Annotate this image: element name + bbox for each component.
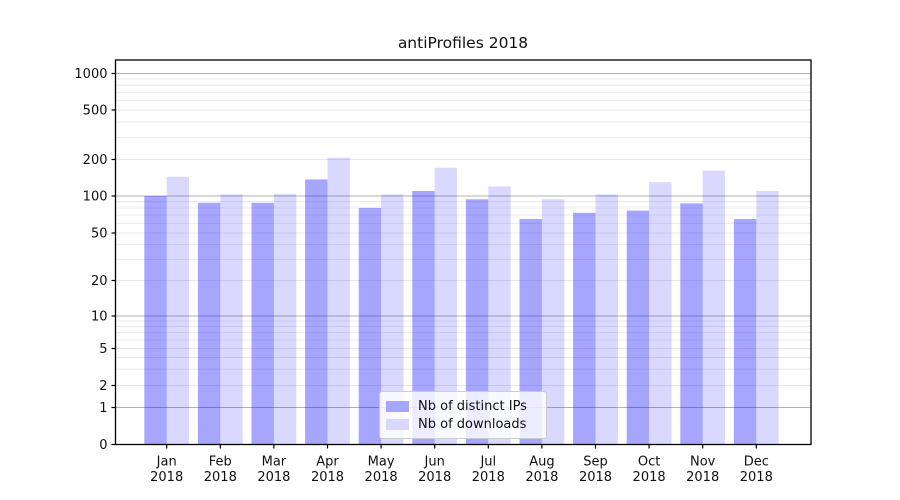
y-tick-label: 5 (99, 342, 107, 357)
y-tick-label: 100 (83, 190, 108, 205)
legend-item-distinct-ips: Nb of distinct IPs (386, 397, 539, 415)
x-tick-label-year: 2018 (740, 470, 773, 485)
y-tick-label: 20 (91, 274, 108, 289)
x-tick-label-month: Oct (638, 455, 660, 470)
bar-nb-of-distinct-ips-jul-2018 (465, 199, 489, 445)
plot-border (114, 59, 812, 446)
x-tick-label-year: 2018 (525, 470, 558, 485)
x-tick-label-month: Jan (156, 455, 177, 470)
x-tick-label-year: 2018 (633, 470, 666, 485)
bar-nb-of-downloads-dec-2018 (756, 191, 779, 445)
bar-nb-of-distinct-ips-nov-2018 (680, 203, 703, 445)
bar-nb-of-downloads-sep-2018 (595, 194, 618, 445)
y-tick-label: 10 (91, 310, 108, 325)
bar-nb-of-downloads-jun-2018 (434, 167, 458, 445)
y-tick-label: 1 (99, 401, 107, 416)
bar-nb-of-distinct-ips-oct-2018 (626, 210, 650, 445)
x-tick-label-year: 2018 (472, 470, 505, 485)
y-tick-label: 2 (99, 379, 107, 394)
x-tick-label-year: 2018 (311, 470, 344, 485)
y-tick-label: 50 (91, 227, 108, 242)
x-tick-label-year: 2018 (257, 470, 290, 485)
legend-label-downloads: Nb of downloads (418, 416, 527, 432)
legend-item-downloads: Nb of downloads (386, 415, 539, 433)
y-tick-label: 200 (83, 153, 108, 168)
x-tick-label-month: Dec (744, 455, 769, 470)
y-tick-label: 500 (83, 104, 108, 119)
x-tick-label-month: Mar (262, 455, 287, 470)
x-tick-label-year: 2018 (365, 470, 398, 485)
bar-nb-of-distinct-ips-apr-2018 (305, 179, 328, 445)
x-tick-label-month: Nov (690, 455, 716, 470)
bar-nb-of-downloads-nov-2018 (702, 170, 726, 445)
bar-nb-of-downloads-feb-2018 (220, 194, 243, 445)
legend-swatch-downloads (386, 418, 409, 430)
y-tick-label: 1000 (74, 67, 107, 82)
x-tick-label-month: Jul (479, 455, 496, 470)
x-tick-label-year: 2018 (418, 470, 451, 485)
chart-title: antiProfiles 2018 (397, 34, 529, 52)
x-tick-label-month: Jun (424, 455, 445, 470)
x-tick-label-month: May (368, 455, 395, 470)
x-tick-label-month: Feb (209, 455, 232, 470)
bar-nb-of-downloads-aug-2018 (541, 199, 565, 445)
x-tick-label-year: 2018 (579, 470, 612, 485)
x-tick-label-year: 2018 (150, 470, 183, 485)
bar-nb-of-distinct-ips-feb-2018 (197, 202, 221, 445)
bar-nb-of-distinct-ips-jan-2018 (144, 196, 167, 445)
y-tick-label: 0 (99, 438, 107, 453)
legend-swatch-distinct-ips (386, 400, 409, 412)
bar-nb-of-downloads-apr-2018 (327, 157, 350, 445)
bar-nb-of-distinct-ips-dec-2018 (733, 219, 757, 445)
x-tick-label-month: Apr (316, 455, 339, 470)
legend: Nb of distinct IPs Nb of downloads (379, 391, 547, 439)
legend-label-distinct-ips: Nb of distinct IPs (418, 398, 527, 414)
x-tick-label-year: 2018 (686, 470, 719, 485)
x-tick-label-month: Aug (529, 455, 554, 470)
bar-nb-of-downloads-jul-2018 (488, 186, 511, 445)
bar-nb-of-distinct-ips-jun-2018 (412, 191, 435, 445)
x-tick-label-year: 2018 (204, 470, 237, 485)
bar-nb-of-distinct-ips-may-2018 (358, 207, 382, 445)
bar-nb-of-distinct-ips-mar-2018 (251, 202, 274, 445)
bar-nb-of-downloads-oct-2018 (649, 182, 672, 445)
bar-nb-of-downloads-mar-2018 (273, 193, 297, 445)
bar-nb-of-downloads-jan-2018 (166, 176, 190, 445)
x-tick-label-month: Sep (583, 455, 608, 470)
bar-nb-of-distinct-ips-aug-2018 (519, 219, 542, 445)
bar-nb-of-downloads-may-2018 (381, 194, 404, 445)
bar-nb-of-distinct-ips-sep-2018 (573, 212, 596, 445)
